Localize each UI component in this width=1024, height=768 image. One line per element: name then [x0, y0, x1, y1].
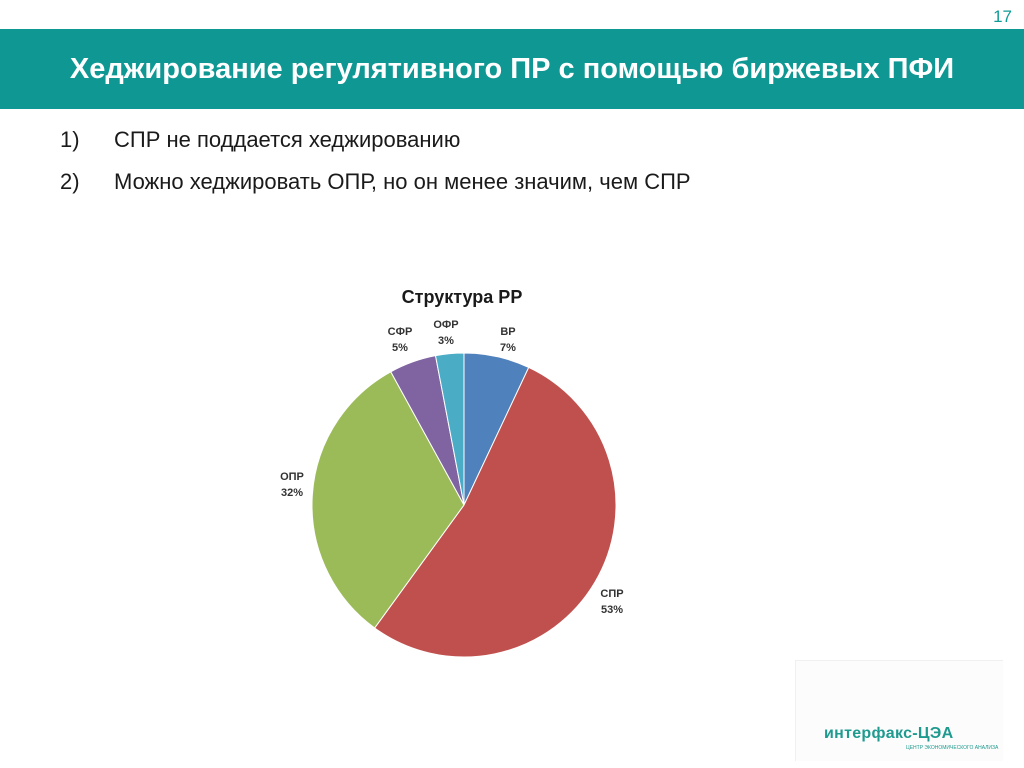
slice-label: ВР — [500, 326, 515, 338]
pie-slice-5 — [434, 352, 465, 506]
bullet-text: СПР не поддается хеджированию — [114, 127, 461, 152]
slice-value-label: 53% — [601, 604, 623, 616]
slice-label: СФР — [388, 326, 413, 338]
bullet-item: 1) СПР не поддается хеджированию — [60, 127, 691, 153]
slice-label: ОФР — [433, 319, 458, 331]
bullet-number: 2) — [60, 169, 80, 194]
company-logo: интерфакс-ЦЭА — [824, 725, 954, 742]
pie-chart: Структура РР ВР 7% СПР 53% ОПР 32% СФР 5% ОФР 3% — [250, 270, 670, 670]
slide-title: Хеджирование регулятивного ПР с помощью … — [69, 53, 955, 85]
slice-value-label: 32% — [281, 487, 303, 499]
slice-label: СПР — [600, 588, 623, 600]
title-bar: Хеджирование регулятивного ПР с помощью … — [0, 29, 1024, 109]
slice-value-label: 5% — [392, 342, 408, 354]
pie-slice-3 — [311, 371, 465, 629]
pie-slices — [311, 352, 617, 658]
slice-value-label: 3% — [438, 335, 454, 347]
pie-slice-2 — [373, 366, 617, 658]
bullet-number: 1) — [60, 127, 80, 152]
slice-label: ОПР — [280, 471, 304, 483]
pie-labels: ВР 7% СПР 53% ОПР 32% СФР 5% ОФР 3% — [280, 319, 624, 616]
pie-chart-svg: Структура РР ВР 7% СПР 53% ОПР 32% СФР 5% ОФР 3% — [280, 287, 624, 658]
slide-number: 17 — [993, 7, 1012, 26]
chart-title: Структура РР — [402, 287, 523, 307]
slice-value-label: 7% — [500, 342, 516, 354]
bullet-item: 2) Можно хеджировать ОПР, но он менее зн… — [60, 169, 691, 195]
company-logo-subtext: ЦЕНТР ЭКОНОМИЧЕСКОГО АНАЛИЗА — [906, 745, 999, 751]
logo-area: интерфакс-ЦЭА ЦЕНТР ЭКОНОМИЧЕСКОГО АНАЛИ… — [795, 660, 1003, 761]
bullet-list: 1) СПР не поддается хеджированию 2) Можн… — [60, 127, 691, 211]
bullet-text: Можно хеджировать ОПР, но он менее значи… — [114, 169, 691, 194]
